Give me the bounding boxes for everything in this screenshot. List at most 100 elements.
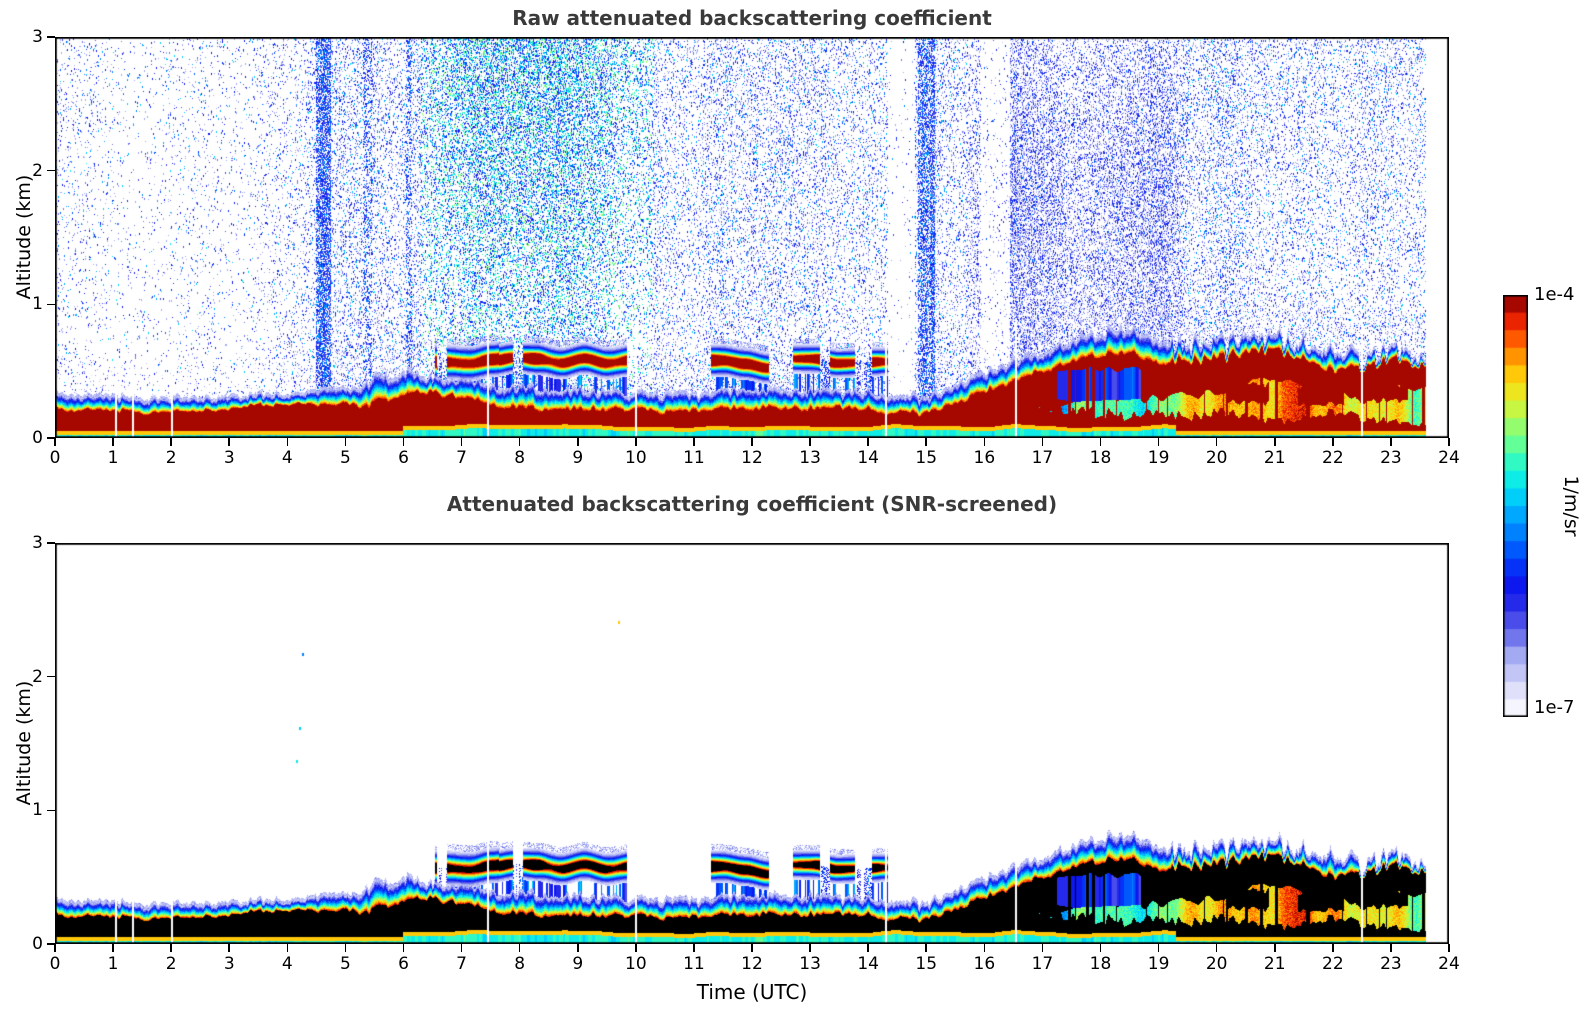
x-tick — [1099, 944, 1102, 952]
x-tick — [1273, 944, 1276, 952]
x-tick — [54, 944, 56, 952]
x-tick-label: 10 — [625, 448, 647, 468]
y-tick-label: 2 — [32, 160, 43, 181]
x-tick-label: 22 — [1322, 448, 1344, 468]
x-tick — [693, 944, 695, 952]
y-tick — [47, 437, 55, 439]
x-tick-label: 22 — [1322, 954, 1344, 974]
x-tick — [867, 944, 869, 952]
x-tick-label: 12 — [741, 448, 763, 468]
x-tick-label: 2 — [165, 448, 177, 468]
x-tick — [983, 438, 986, 446]
x-tick-label: 3 — [223, 954, 235, 974]
x-tick — [867, 438, 869, 446]
x-tick — [1390, 944, 1392, 952]
x-tick — [1273, 438, 1276, 446]
screened-panel-title: Attenuated backscattering coefficient (S… — [446, 492, 1058, 516]
x-tick — [402, 438, 405, 446]
x-tick — [1157, 438, 1160, 446]
x-tick-label: 7 — [456, 954, 467, 974]
x-tick — [576, 438, 579, 446]
x-tick — [1099, 438, 1102, 446]
y-tick-label: 3 — [32, 533, 43, 553]
x-tick — [751, 944, 753, 952]
x-tick — [635, 944, 637, 952]
x-tick-label: 1 — [107, 448, 119, 468]
x-tick-label: 21 — [1263, 448, 1286, 468]
x-tick-label: 7 — [456, 448, 467, 468]
y-tick — [47, 943, 55, 945]
x-tick — [983, 944, 986, 952]
x-tick-label: 11 — [683, 954, 705, 974]
x-tick — [1215, 438, 1218, 446]
x-tick-label: 8 — [514, 954, 526, 974]
x-tick-label: 24 — [1438, 954, 1460, 974]
x-tick-label: 11 — [683, 448, 705, 468]
x-tick-label: 3 — [223, 448, 235, 468]
top-panel-title: Raw attenuated backscattering coefficien… — [512, 6, 992, 30]
x-tick — [576, 944, 579, 952]
x-tick-label: 14 — [857, 448, 879, 468]
x-tick-label: 21 — [1263, 954, 1286, 974]
x-tick-label: 12 — [741, 954, 763, 974]
colorbar-min-label: 1e-7 — [1534, 697, 1575, 718]
x-tick — [809, 944, 811, 952]
x-tick — [170, 944, 172, 952]
x-tick-label: 5 — [339, 448, 351, 468]
x-tick-label: 17 — [1031, 448, 1054, 468]
x-tick — [925, 438, 928, 446]
y-tick-label: 0 — [32, 428, 43, 448]
y-tick — [47, 303, 55, 306]
x-tick — [286, 438, 289, 446]
x-tick — [1448, 438, 1450, 446]
y-tick-label: 1 — [32, 294, 43, 315]
x-axis-label: Time (UTC) — [696, 980, 808, 1004]
y-tick — [47, 169, 55, 172]
x-tick-label: 13 — [799, 448, 821, 468]
x-tick — [1215, 944, 1218, 952]
x-tick-label: 1 — [107, 954, 119, 974]
colorbar-max-label: 1e-4 — [1534, 284, 1575, 305]
y-tick-label: 3 — [32, 27, 43, 47]
x-tick — [1041, 438, 1044, 446]
x-tick — [1041, 944, 1044, 952]
x-tick-label: 18 — [1089, 448, 1112, 468]
x-tick-label: 9 — [572, 448, 584, 468]
x-tick-label: 17 — [1031, 954, 1054, 974]
x-tick — [925, 944, 928, 952]
x-tick-label: 19 — [1147, 954, 1170, 974]
y-tick — [47, 542, 55, 544]
x-tick — [1157, 944, 1160, 952]
x-tick-label: 6 — [398, 954, 409, 974]
x-tick — [228, 438, 231, 446]
x-tick-label: 20 — [1205, 954, 1228, 974]
x-tick-label: 18 — [1089, 954, 1112, 974]
y-tick-label: 1 — [32, 800, 43, 821]
x-tick — [518, 944, 521, 952]
x-tick — [286, 944, 289, 952]
x-tick-label: 16 — [973, 448, 996, 468]
x-tick — [170, 438, 172, 446]
y-tick-label: 0 — [32, 934, 43, 954]
x-tick — [1332, 438, 1334, 446]
x-tick — [809, 438, 811, 446]
y-tick — [47, 675, 55, 678]
x-tick-label: 23 — [1380, 448, 1402, 468]
x-tick — [518, 438, 521, 446]
raw-backscatter-heatmap — [55, 37, 1449, 438]
x-tick-label: 4 — [281, 954, 293, 974]
x-tick-label: 10 — [625, 954, 647, 974]
x-tick-label: 6 — [398, 448, 409, 468]
x-tick-label: 2 — [165, 954, 177, 974]
x-tick — [751, 438, 753, 446]
x-tick-label: 15 — [915, 448, 938, 468]
x-tick — [460, 944, 463, 952]
x-tick-label: 0 — [49, 954, 61, 974]
x-tick — [402, 944, 405, 952]
x-tick — [344, 438, 347, 446]
x-tick-label: 4 — [281, 448, 293, 468]
x-tick — [693, 438, 695, 446]
screened-backscatter-heatmap — [55, 543, 1449, 944]
x-tick-label: 8 — [514, 448, 526, 468]
